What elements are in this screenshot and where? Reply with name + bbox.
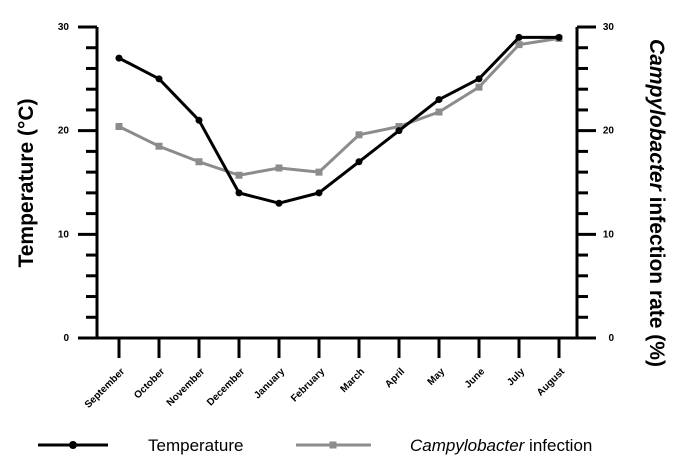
legend-marker-campylobacter: [329, 441, 337, 449]
chart-axes: [78, 25, 596, 358]
data-point-campylobacter: [115, 123, 123, 131]
x-tick-label: January: [252, 366, 287, 401]
data-point-temperature: [435, 96, 443, 104]
data-point-temperature: [395, 127, 403, 135]
y-tick-label-left: 10: [58, 229, 70, 240]
data-point-campylobacter: [395, 123, 403, 131]
y-axis-right-title-italic: Campylobacter: [645, 39, 668, 193]
data-point-campylobacter: [315, 168, 323, 176]
data-point-temperature: [155, 75, 163, 83]
legend-label-temperature: Temperature: [148, 436, 243, 455]
data-point-temperature: [475, 75, 483, 83]
legend-marker-temperature: [69, 441, 77, 449]
y-tick-label-left: 30: [58, 22, 70, 33]
y-tick-label-right: 10: [603, 229, 615, 240]
x-tick-label: September: [83, 366, 127, 410]
chart-labels: 0 0 10 10 20 20 30 30 September OctoberNovemberDe…: [58, 22, 615, 411]
x-tick-label: August: [535, 366, 568, 399]
series-line-campylobacter: [118, 36, 560, 177]
legend-item-campylobacter: Campylobacter infection: [296, 436, 592, 455]
data-point-campylobacter: [475, 83, 483, 91]
data-point-temperature: [315, 189, 323, 197]
data-point-temperature: [355, 158, 363, 166]
data-point-campylobacter: [195, 158, 203, 166]
y-axis-right-title-rest: infection rate (%): [645, 191, 668, 367]
x-tick-label: April: [383, 366, 407, 390]
data-point-campylobacter: [155, 142, 163, 150]
x-tick-label: November: [165, 366, 207, 408]
chart-series: [115, 33, 563, 207]
legend-label-campylobacter-italic: Campylobacter: [410, 436, 526, 455]
y-tick-label-right: 30: [603, 22, 615, 33]
x-tick-label: May: [426, 366, 448, 388]
data-point-campylobacter: [355, 131, 363, 139]
x-tick-label: March: [339, 366, 368, 395]
data-point-temperature: [515, 33, 523, 41]
legend-label-campylobacter: Campylobacter infection: [410, 436, 592, 455]
x-tick-label: July: [505, 366, 527, 388]
data-point-temperature: [115, 54, 123, 62]
x-tick-label: June: [463, 366, 488, 391]
data-point-temperature: [555, 33, 563, 41]
data-point-campylobacter: [235, 171, 243, 179]
y-axis-right-title: Campylobacter infection rate (%): [645, 39, 668, 367]
legend-label-campylobacter-rest: infection: [524, 436, 592, 455]
x-tick-label: February: [289, 366, 327, 404]
data-point-temperature: [195, 116, 203, 124]
y-tick-label-right: 0: [608, 333, 614, 344]
y-axis-left-title: Temperature (°C): [15, 98, 38, 267]
legend: Temperature Campylobacter infection: [38, 436, 592, 455]
x-tick-label: December: [205, 366, 247, 408]
y-tick-label-right: 20: [603, 126, 615, 137]
data-point-temperature: [235, 189, 243, 197]
x-tick-label: October: [132, 366, 167, 401]
series-line-temperature: [118, 35, 559, 205]
data-point-campylobacter: [515, 41, 523, 49]
y-tick-label-left: 20: [58, 126, 70, 137]
data-point-temperature: [275, 199, 283, 207]
y-tick-label-left: 0: [63, 333, 69, 344]
data-point-campylobacter: [435, 108, 443, 116]
legend-item-temperature: Temperature: [38, 436, 243, 455]
data-point-campylobacter: [275, 164, 283, 172]
